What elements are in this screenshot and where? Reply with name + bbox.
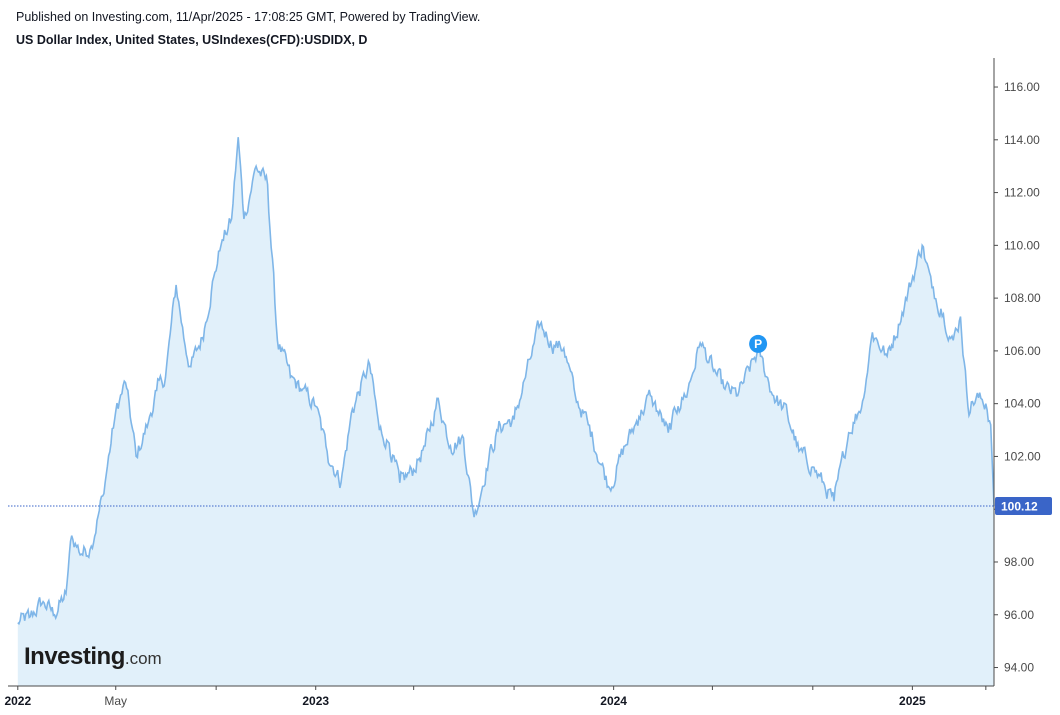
x-tick-label: 2022 (4, 694, 31, 708)
y-tick-label: 112.00 (1004, 186, 1040, 200)
x-axis: 2022 May 2023 2024 2025 (4, 686, 987, 708)
y-tick-label: 102.00 (1004, 449, 1041, 463)
event-marker-pin[interactable] (749, 334, 768, 353)
y-tick-label: 96.00 (1004, 608, 1034, 622)
logo-wordmark: Investing (24, 643, 125, 670)
event-marker[interactable]: P (749, 334, 768, 353)
price-line (17, 137, 995, 626)
y-tick-label: 98.00 (1004, 555, 1034, 569)
last-price-badge: 100.12 (995, 497, 1052, 516)
x-tick-label: 2023 (302, 694, 329, 708)
y-axis: 94.0096.0098.00100.00102.00104.00106.001… (994, 80, 1041, 675)
x-tick-label: 2024 (600, 694, 627, 708)
y-tick-label: 116.00 (1004, 80, 1040, 94)
y-tick-label: 94.00 (1004, 661, 1034, 675)
y-tick-label: 114.00 (1004, 133, 1040, 147)
price-area-fill (17, 137, 995, 686)
y-tick-label: 110.00 (1004, 238, 1040, 252)
investing-logo: Investing.com (24, 643, 162, 671)
chart-title: US Dollar Index, United States, USIndexe… (16, 33, 368, 47)
event-marker-label: P (754, 337, 762, 351)
last-price-label: 100.12 (1001, 500, 1038, 514)
y-tick-label: 104.00 (1004, 397, 1041, 411)
logo-domain: .com (124, 649, 162, 668)
x-tick-label: May (104, 694, 127, 708)
published-note: Published on Investing.com, 11/Apr/2025 … (16, 10, 481, 24)
last-price-badge-bg (995, 497, 1052, 516)
y-tick-label: 108.00 (1004, 291, 1041, 305)
x-tick-label: 2025 (899, 694, 926, 708)
y-tick-label: 106.00 (1004, 344, 1041, 358)
